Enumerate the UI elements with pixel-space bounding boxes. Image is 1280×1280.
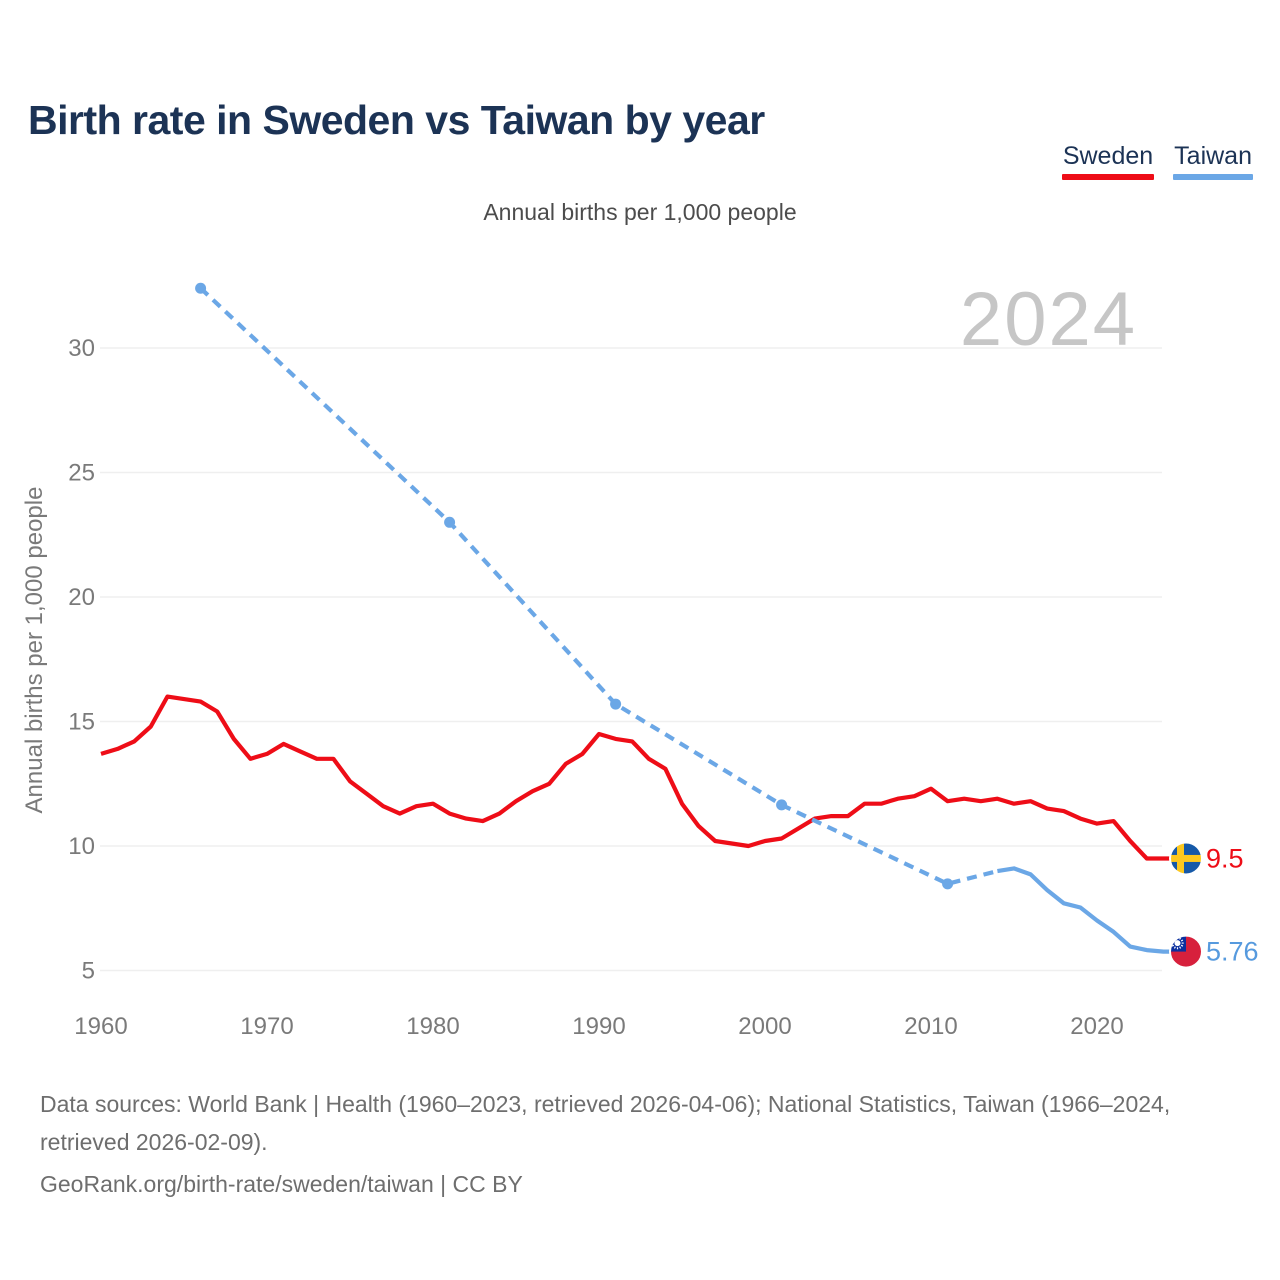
- y-tick-label: 15: [68, 709, 95, 736]
- data-point-marker-1966: [195, 282, 207, 294]
- footer: Data sources: World Bank | Health (1960–…: [40, 1085, 1252, 1203]
- attribution-text: GeoRank.org/birth-rate/sweden/taiwan | C…: [40, 1171, 523, 1197]
- taiwan-flag-ring: [1169, 934, 1203, 969]
- legend: Sweden Taiwan: [1061, 142, 1253, 180]
- data-sources-text: Data sources: World Bank | Health (1960–…: [40, 1091, 1171, 1155]
- x-tick-label: 2020: [1070, 1013, 1123, 1040]
- sweden-flag-ring: [1169, 841, 1203, 876]
- sweden-end-value-label: 9.5: [1206, 843, 1244, 873]
- x-tick-label: 1970: [240, 1013, 293, 1040]
- x-tick-label: 1980: [406, 1013, 459, 1040]
- y-axis-title: Annual births per 1,000 people: [21, 487, 48, 814]
- x-tick-label: 1960: [74, 1013, 127, 1040]
- y-tick-label: 25: [68, 460, 95, 487]
- legend-swatch-sweden: [1061, 174, 1155, 180]
- y-tick-label: 20: [68, 584, 95, 611]
- data-point-marker-1991: [610, 698, 622, 710]
- y-tick-label: 30: [68, 335, 95, 362]
- chart-subtitle: Annual births per 1,000 people: [483, 199, 797, 225]
- data-point-marker-2011: [942, 878, 954, 890]
- series-line-sweden: [100, 694, 1174, 861]
- legend-label-taiwan: Taiwan: [1174, 142, 1252, 170]
- data-point-marker-2001: [776, 799, 788, 811]
- taiwan-end-value-label: 5.76: [1206, 937, 1259, 967]
- x-tick-label: 2000: [738, 1013, 791, 1040]
- data-point-marker-1981: [444, 516, 456, 528]
- watermark-year: 2024: [960, 277, 1137, 362]
- x-tick-label: 1990: [572, 1013, 625, 1040]
- x-tick-label: 2010: [904, 1013, 957, 1040]
- legend-item-sweden[interactable]: Sweden: [1061, 142, 1155, 180]
- series-line-taiwan: [997, 866, 1174, 954]
- legend-swatch-taiwan: [1173, 174, 1253, 180]
- y-tick-label: 5: [82, 958, 95, 985]
- page-title: Birth rate in Sweden vs Taiwan by year: [28, 97, 765, 144]
- legend-item-taiwan[interactable]: Taiwan: [1173, 142, 1253, 180]
- legend-label-sweden: Sweden: [1062, 142, 1154, 170]
- y-tick-label: 10: [68, 833, 95, 860]
- series-line-taiwan-interpolated: [199, 286, 998, 886]
